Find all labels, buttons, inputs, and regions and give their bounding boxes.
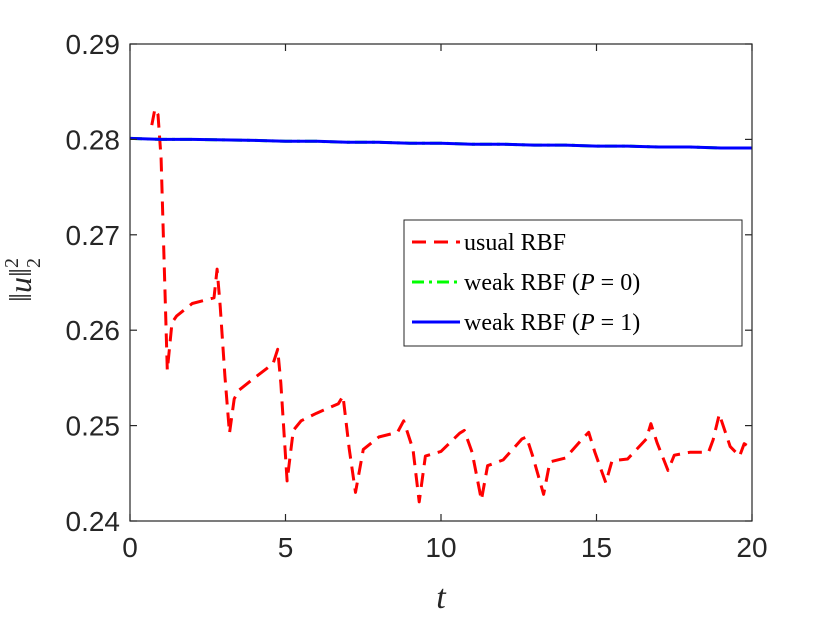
y-tick-label: 0.27 xyxy=(66,220,121,251)
x-axis-label: t xyxy=(436,579,447,616)
legend-label-1: weak RBF (P = 0) xyxy=(464,270,640,296)
y-tick-label: 0.28 xyxy=(66,124,121,155)
y-tick-label: 0.26 xyxy=(66,315,121,346)
x-tick-label: 10 xyxy=(425,532,456,563)
legend: usual RBF weak RBF (P = 0) weak RBF (P = 1… xyxy=(403,219,743,347)
legend-label-0: usual RBF xyxy=(464,230,566,256)
y-axis-label: ‖u‖22 xyxy=(1,258,45,302)
x-tick-label: 0 xyxy=(122,532,138,563)
x-tick-label: 15 xyxy=(581,532,612,563)
svg-text:‖u‖22: ‖u‖22 xyxy=(1,258,45,302)
legend-box xyxy=(403,219,743,347)
ticks-layer: 0 5 10 15 20 0.24 0.25 0.26 0.27 0.28 0.29 xyxy=(66,29,768,563)
y-tick-label: 0.29 xyxy=(66,29,121,60)
series-layer xyxy=(130,107,752,504)
x-tick-label: 5 xyxy=(278,532,294,563)
y-tick-label: 0.24 xyxy=(66,506,121,537)
y-tick-label: 0.25 xyxy=(66,411,121,442)
legend-label-2: weak RBF (P = 1) xyxy=(464,310,640,336)
x-tick-label: 20 xyxy=(736,532,767,563)
series-line-2 xyxy=(130,136,752,150)
series-line-0 xyxy=(150,107,752,504)
